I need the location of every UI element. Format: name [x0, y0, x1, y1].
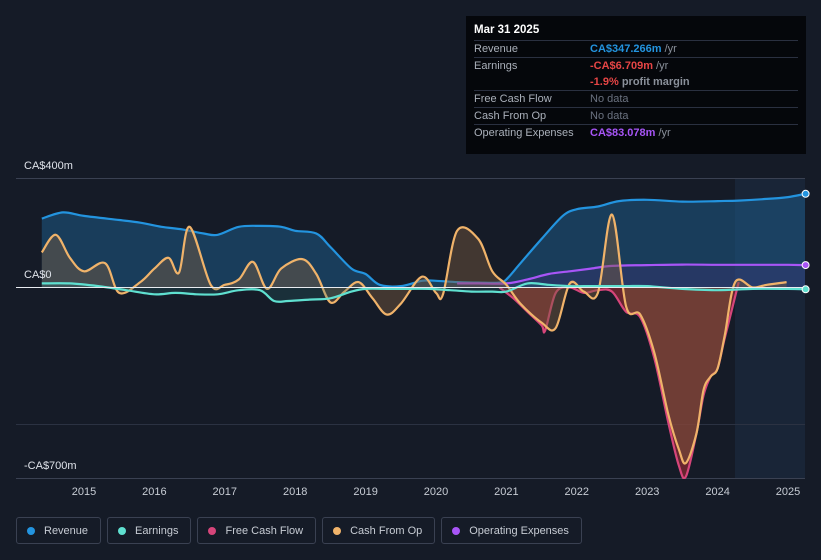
- x-tick-label: 2017: [213, 486, 237, 498]
- x-tick-label: 2023: [635, 486, 659, 498]
- tooltip-row-cfo: Cash From Op No data: [474, 107, 798, 124]
- legend: Revenue Earnings Free Cash Flow Cash Fro…: [16, 517, 582, 544]
- area-free-cash-flow: [499, 282, 739, 479]
- tooltip-row-revenue: Revenue CA$347.266m /yr: [474, 40, 798, 57]
- legend-dot-icon: [208, 526, 217, 535]
- tooltip-row-earnings: Earnings -CA$6.709m /yr: [474, 57, 798, 74]
- tooltip-label: Operating Expenses: [474, 127, 574, 139]
- x-tick-label: 2021: [494, 486, 518, 498]
- legend-dot-icon: [27, 526, 35, 535]
- line-earnings: [41, 281, 805, 303]
- tooltip-revenue-value: CA$347.266m: [590, 43, 662, 55]
- tooltip-earnings-value: -CA$6.709m: [590, 60, 653, 72]
- legend-label: Earnings: [135, 524, 179, 537]
- tooltip-unit: /yr: [656, 60, 669, 72]
- tooltip-label: Cash From Op: [474, 110, 547, 122]
- tooltip-label: Earnings: [474, 60, 518, 72]
- tooltip-margin-suffix: profit margin: [621, 76, 690, 88]
- tooltip-opex-value: CA$83.078m: [590, 127, 656, 139]
- tooltip-row-margin: -1.9% profit margin: [474, 74, 798, 90]
- legend-dot-icon: [452, 526, 461, 535]
- tooltip-margin-value: -1.9%: [590, 76, 619, 88]
- area-operating-expenses: [457, 264, 805, 288]
- tooltip-label: Free Cash Flow: [474, 93, 552, 105]
- tooltip-label: Revenue: [474, 43, 519, 55]
- y-tick-top: CA$400m: [24, 160, 73, 172]
- legend-label: Free Cash Flow: [225, 524, 304, 537]
- tooltip-row-fcf: Free Cash Flow No data: [474, 90, 798, 107]
- x-tick-label: 2019: [353, 486, 377, 498]
- data-tooltip: Mar 31 2025 Revenue CA$347.266m /yr Earn…: [466, 16, 806, 154]
- tooltip-unit: /yr: [658, 127, 671, 139]
- x-tick-label: 2016: [142, 486, 166, 498]
- x-tick-label: 2022: [565, 486, 589, 498]
- y-tick-zero: CA$0: [24, 269, 52, 281]
- x-tick-label: 2025: [776, 486, 800, 498]
- x-tick-label: 2020: [424, 486, 448, 498]
- line-cash-from-op: [40, 213, 787, 465]
- legend-item-cash-from-op[interactable]: Cash From Op: [322, 517, 436, 544]
- tooltip-cfo-value: No data: [590, 110, 629, 122]
- legend-dot-icon: [333, 526, 342, 535]
- legend-dot-icon: [118, 526, 127, 535]
- x-tick-label: 2015: [72, 486, 96, 498]
- legend-item-free-cash-flow[interactable]: Free Cash Flow: [197, 517, 317, 544]
- line-revenue: [41, 192, 805, 288]
- end-marker-operating-expenses: [801, 261, 810, 270]
- x-tick-label: 2024: [705, 486, 729, 498]
- line-operating-expenses: [457, 263, 805, 285]
- legend-item-revenue[interactable]: Revenue: [16, 517, 102, 544]
- end-marker-revenue: [801, 189, 810, 198]
- legend-label: Revenue: [44, 524, 89, 537]
- x-tick-label: 2018: [283, 486, 307, 498]
- tooltip-row-opex: Operating Expenses CA$83.078m /yr: [474, 124, 798, 141]
- y-tick-bottom: -CA$700m: [24, 460, 77, 472]
- tooltip-unit: /yr: [664, 43, 677, 55]
- legend-item-earnings[interactable]: Earnings: [107, 517, 192, 544]
- legend-label: Operating Expenses: [469, 524, 569, 537]
- end-marker-earnings: [801, 285, 810, 294]
- tooltip-fcf-value: No data: [590, 93, 629, 105]
- legend-item-operating-expenses[interactable]: Operating Expenses: [441, 517, 582, 544]
- legend-label: Cash From Op: [350, 524, 423, 537]
- tooltip-date: Mar 31 2025: [474, 24, 540, 36]
